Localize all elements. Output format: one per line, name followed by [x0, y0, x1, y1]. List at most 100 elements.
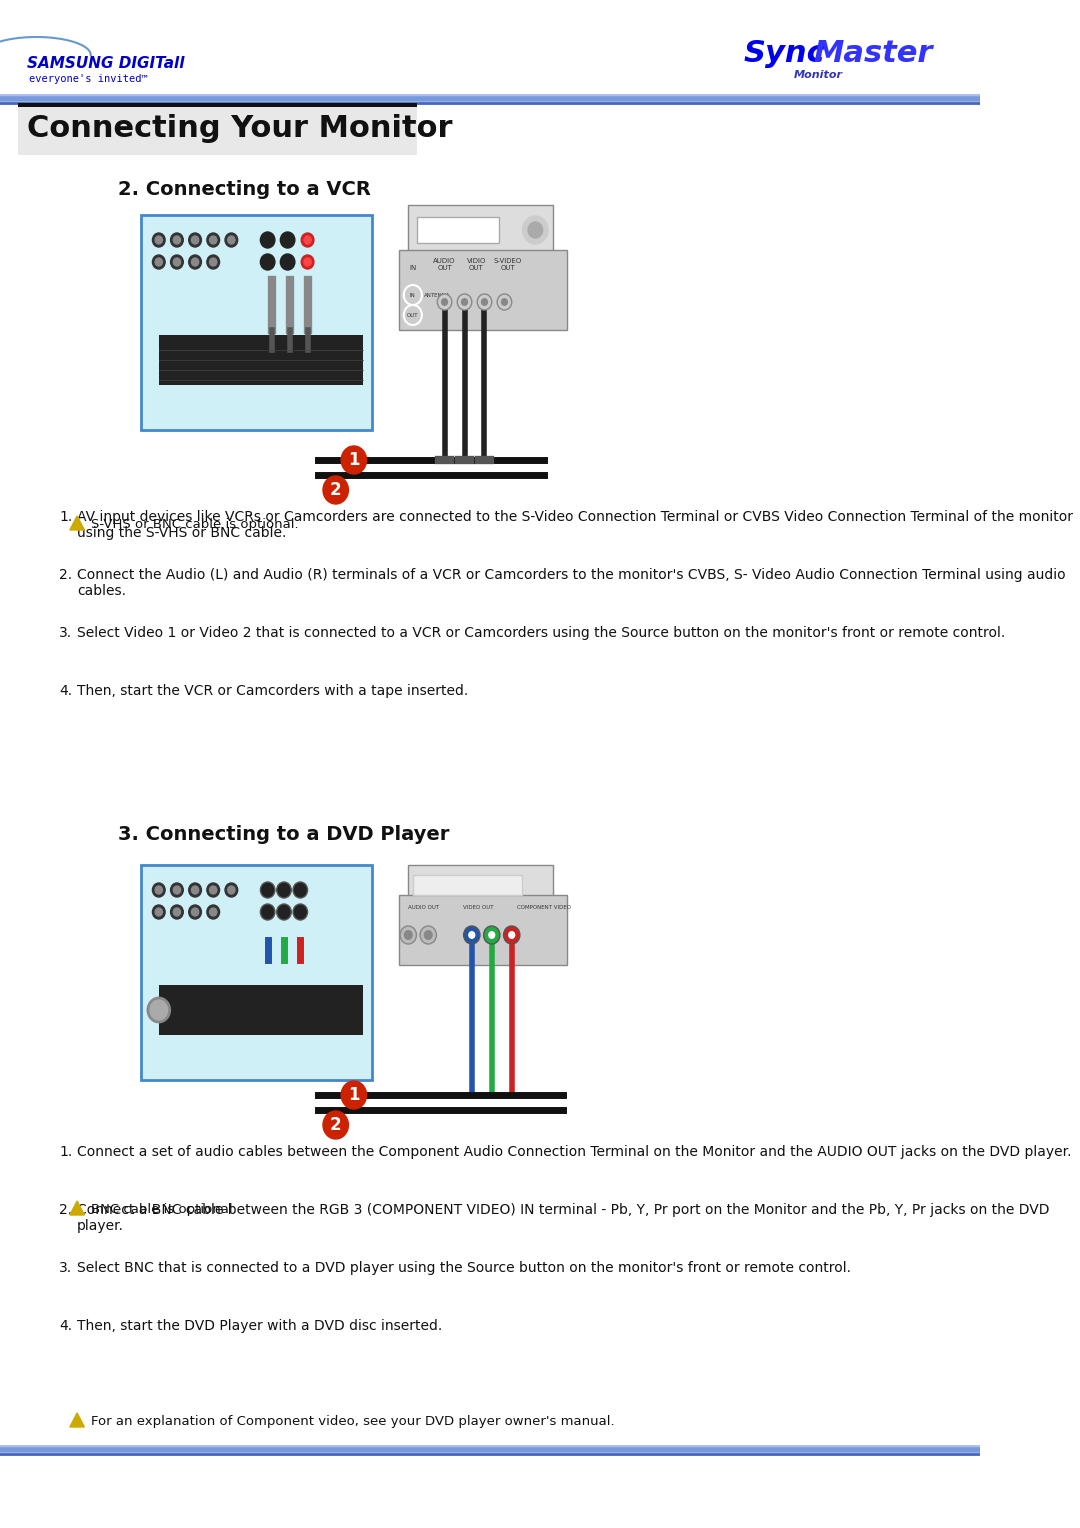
- Text: Then, start the VCR or Camcorders with a tape inserted.: Then, start the VCR or Camcorders with a…: [77, 685, 469, 698]
- Text: Connect a set of audio cables between the Component Audio Connection Terminal on: Connect a set of audio cables between th…: [77, 1144, 1071, 1160]
- Circle shape: [293, 882, 308, 898]
- FancyBboxPatch shape: [408, 865, 553, 905]
- Circle shape: [323, 1111, 349, 1138]
- Circle shape: [152, 255, 165, 269]
- Polygon shape: [70, 1201, 84, 1215]
- FancyBboxPatch shape: [413, 876, 522, 895]
- Text: 3.: 3.: [59, 1261, 72, 1274]
- Circle shape: [260, 882, 275, 898]
- Circle shape: [173, 258, 180, 266]
- Circle shape: [191, 908, 199, 915]
- Text: IN: IN: [409, 264, 417, 270]
- Circle shape: [404, 931, 413, 940]
- Circle shape: [423, 931, 433, 940]
- FancyBboxPatch shape: [18, 102, 417, 107]
- Circle shape: [210, 235, 217, 244]
- Circle shape: [400, 926, 417, 944]
- Circle shape: [173, 886, 180, 894]
- Circle shape: [210, 908, 217, 915]
- Circle shape: [189, 255, 201, 269]
- Circle shape: [225, 232, 238, 248]
- Circle shape: [152, 883, 165, 897]
- FancyBboxPatch shape: [408, 205, 553, 255]
- Text: Master: Master: [813, 40, 932, 69]
- Text: COMPONENT VIDEO: COMPONENT VIDEO: [517, 905, 571, 911]
- Text: 4.: 4.: [59, 685, 72, 698]
- Circle shape: [523, 215, 548, 244]
- Circle shape: [189, 905, 201, 918]
- Text: 2. Connecting to a VCR: 2. Connecting to a VCR: [118, 180, 370, 199]
- Text: 2.: 2.: [59, 568, 72, 582]
- Text: Sync: Sync: [744, 40, 826, 69]
- Circle shape: [276, 882, 292, 898]
- Circle shape: [468, 931, 475, 940]
- Circle shape: [156, 886, 162, 894]
- Circle shape: [207, 905, 219, 918]
- Circle shape: [420, 926, 436, 944]
- Text: IN: IN: [410, 292, 416, 298]
- Text: everyone's invited™: everyone's invited™: [29, 73, 148, 84]
- Circle shape: [191, 235, 199, 244]
- Text: Connecting Your Monitor: Connecting Your Monitor: [27, 115, 453, 144]
- Circle shape: [260, 232, 275, 248]
- Circle shape: [457, 293, 472, 310]
- Circle shape: [508, 931, 515, 940]
- Circle shape: [501, 298, 508, 306]
- Circle shape: [341, 1080, 366, 1109]
- Circle shape: [281, 254, 295, 270]
- Text: For an explanation of Component video, see your DVD player owner's manual.: For an explanation of Component video, s…: [91, 1415, 615, 1427]
- Circle shape: [210, 258, 217, 266]
- Circle shape: [463, 926, 480, 944]
- Circle shape: [210, 886, 217, 894]
- Circle shape: [173, 235, 180, 244]
- Text: ANTENNA: ANTENNA: [423, 293, 450, 298]
- Text: VIDIO
OUT: VIDIO OUT: [467, 258, 486, 270]
- Circle shape: [461, 298, 468, 306]
- Circle shape: [341, 446, 366, 474]
- Circle shape: [171, 232, 184, 248]
- Text: BNC cable is optional.: BNC cable is optional.: [91, 1203, 237, 1215]
- Text: 1.: 1.: [59, 510, 72, 524]
- Text: Select Video 1 or Video 2 that is connected to a VCR or Camcorders using the Sou: Select Video 1 or Video 2 that is connec…: [77, 626, 1005, 640]
- Circle shape: [171, 255, 184, 269]
- Circle shape: [207, 255, 219, 269]
- Text: SAMSUNG DIGITall: SAMSUNG DIGITall: [27, 57, 185, 70]
- Text: 4.: 4.: [59, 1319, 72, 1332]
- Text: Select BNC that is connected to a DVD player using the Source button on the moni: Select BNC that is connected to a DVD pl…: [77, 1261, 851, 1274]
- Circle shape: [488, 931, 496, 940]
- Circle shape: [171, 883, 184, 897]
- Circle shape: [484, 926, 500, 944]
- Text: 2.: 2.: [59, 1203, 72, 1216]
- Circle shape: [225, 883, 238, 897]
- Circle shape: [189, 232, 201, 248]
- Circle shape: [156, 258, 162, 266]
- Circle shape: [437, 293, 451, 310]
- Circle shape: [528, 222, 542, 238]
- Circle shape: [477, 293, 491, 310]
- Circle shape: [171, 905, 184, 918]
- Text: 1.: 1.: [59, 1144, 72, 1160]
- Circle shape: [260, 254, 275, 270]
- FancyBboxPatch shape: [400, 895, 567, 966]
- FancyBboxPatch shape: [18, 107, 417, 154]
- Circle shape: [481, 298, 488, 306]
- Circle shape: [303, 235, 311, 244]
- FancyBboxPatch shape: [400, 251, 567, 330]
- Circle shape: [189, 883, 201, 897]
- Circle shape: [207, 883, 219, 897]
- Circle shape: [152, 232, 165, 248]
- FancyBboxPatch shape: [140, 215, 372, 429]
- FancyBboxPatch shape: [159, 986, 363, 1034]
- Circle shape: [441, 298, 448, 306]
- Circle shape: [228, 235, 235, 244]
- Circle shape: [303, 258, 311, 266]
- FancyBboxPatch shape: [417, 217, 499, 243]
- FancyBboxPatch shape: [159, 335, 363, 385]
- Circle shape: [503, 926, 519, 944]
- Circle shape: [173, 908, 180, 915]
- Text: 1: 1: [348, 451, 360, 469]
- Text: AUDIO
OUT: AUDIO OUT: [433, 258, 456, 270]
- Circle shape: [156, 908, 162, 915]
- Text: 3.: 3.: [59, 626, 72, 640]
- Circle shape: [260, 905, 275, 920]
